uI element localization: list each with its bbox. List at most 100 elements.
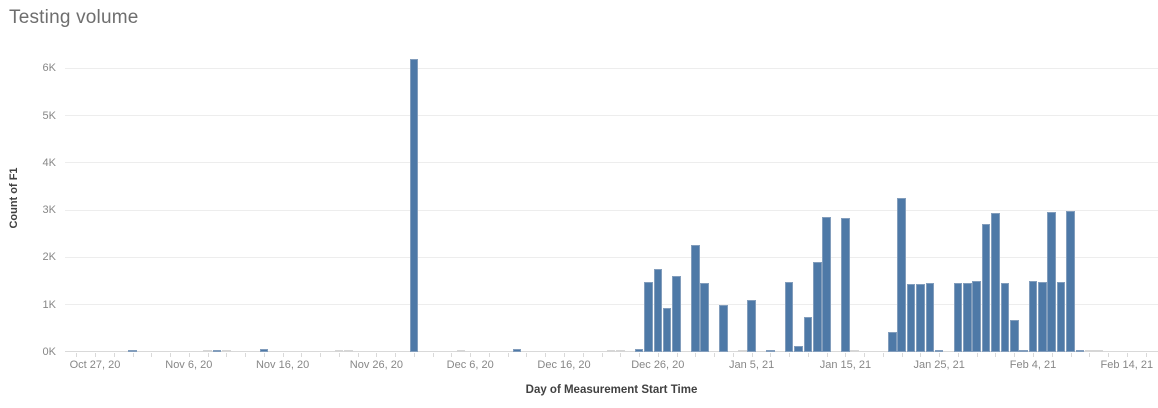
bar[interactable]	[662, 308, 672, 352]
x-tick-label: Nov 26, 20	[349, 359, 403, 371]
bar[interactable]	[906, 284, 916, 352]
light-bar[interactable]	[1084, 350, 1094, 352]
x-tick	[170, 353, 172, 357]
x-axis-title: Day of Measurement Start Time	[525, 384, 698, 396]
x-tick	[882, 353, 884, 357]
bar[interactable]	[784, 282, 794, 352]
bar[interactable]	[1038, 282, 1047, 352]
x-tick	[357, 353, 359, 357]
bar[interactable]	[766, 350, 775, 352]
bar[interactable]	[897, 198, 906, 352]
bar[interactable]	[644, 282, 653, 352]
x-tick	[1051, 353, 1053, 357]
x-tick-label: Jan 15, 21	[819, 359, 872, 371]
bar[interactable]	[1075, 349, 1085, 352]
x-tick	[132, 353, 134, 357]
bar[interactable]	[812, 262, 822, 352]
bar[interactable]	[925, 282, 935, 352]
y-tick-label: 1K	[42, 298, 56, 311]
x-tick	[995, 353, 997, 357]
x-tick	[920, 353, 922, 357]
x-tick	[732, 353, 734, 357]
bar[interactable]	[888, 332, 897, 352]
light-bar[interactable]	[343, 350, 353, 352]
x-tick-label: Feb 14, 21	[1100, 359, 1154, 371]
y-tick-label: 6K	[42, 62, 56, 75]
bar[interactable]	[634, 349, 644, 352]
x-tick	[1070, 353, 1072, 357]
x-tick	[470, 353, 472, 357]
bar[interactable]	[1047, 212, 1057, 352]
y-tick-label: 3K	[42, 204, 56, 217]
bar[interactable]	[128, 350, 137, 352]
light-bar[interactable]	[615, 350, 625, 352]
bar[interactable]	[653, 269, 663, 352]
bar[interactable]	[794, 345, 803, 352]
x-tick	[695, 353, 697, 357]
x-tick	[1014, 353, 1016, 357]
bar[interactable]	[841, 217, 850, 352]
gridline	[65, 256, 1158, 258]
light-bar[interactable]	[850, 350, 860, 352]
light-bar[interactable]	[334, 350, 344, 352]
light-bar[interactable]	[222, 350, 231, 352]
x-tick	[1145, 353, 1147, 357]
x-tick	[207, 353, 209, 357]
bar[interactable]	[691, 245, 700, 352]
x-tick	[188, 353, 190, 357]
x-tick	[338, 353, 340, 357]
bar[interactable]	[972, 281, 981, 352]
gridline	[65, 209, 1158, 211]
plot-area	[65, 40, 1158, 352]
x-tick	[939, 353, 941, 357]
x-tick	[620, 353, 622, 357]
bar[interactable]	[719, 304, 728, 352]
x-tick	[601, 353, 603, 357]
x-tick	[976, 353, 978, 357]
bar[interactable]	[916, 284, 925, 352]
bar[interactable]	[1066, 211, 1075, 352]
x-tick	[488, 353, 490, 357]
x-tick	[526, 353, 528, 357]
bar[interactable]	[953, 282, 963, 352]
x-tick-label: Nov 16, 20	[255, 359, 310, 371]
bar[interactable]	[1019, 349, 1028, 352]
x-tick	[770, 353, 772, 357]
x-tick	[864, 353, 866, 357]
bar[interactable]	[1000, 283, 1010, 352]
gridline	[65, 304, 1158, 306]
x-tick	[76, 353, 78, 357]
x-tick	[451, 353, 453, 357]
light-bar[interactable]	[456, 350, 466, 352]
x-tick	[226, 353, 228, 357]
bar[interactable]	[803, 316, 813, 352]
bar[interactable]	[409, 59, 419, 352]
bar[interactable]	[991, 212, 1000, 352]
x-tick	[564, 353, 565, 357]
x-tick	[676, 353, 678, 357]
light-bar[interactable]	[1094, 350, 1103, 352]
bar[interactable]	[1009, 319, 1019, 352]
light-bar[interactable]	[606, 350, 616, 352]
light-bar[interactable]	[737, 350, 747, 352]
x-tick	[507, 353, 509, 357]
x-tick	[845, 353, 847, 357]
bar[interactable]	[822, 216, 831, 352]
bar[interactable]	[672, 276, 681, 352]
bar[interactable]	[1056, 282, 1066, 352]
x-tick	[95, 353, 96, 357]
bar[interactable]	[259, 348, 269, 352]
bar[interactable]	[512, 349, 522, 352]
bar[interactable]	[934, 350, 944, 352]
y-tick-label: 4K	[42, 156, 56, 169]
x-tick-label: Jan 5, 21	[728, 359, 775, 371]
light-bar[interactable]	[203, 350, 212, 352]
bar[interactable]	[981, 223, 991, 352]
bar[interactable]	[212, 349, 222, 352]
bar[interactable]	[963, 283, 972, 352]
bar[interactable]	[747, 300, 756, 352]
bar[interactable]	[700, 282, 709, 352]
x-tick	[151, 353, 153, 357]
bar[interactable]	[1028, 281, 1038, 352]
x-tick	[263, 353, 265, 357]
